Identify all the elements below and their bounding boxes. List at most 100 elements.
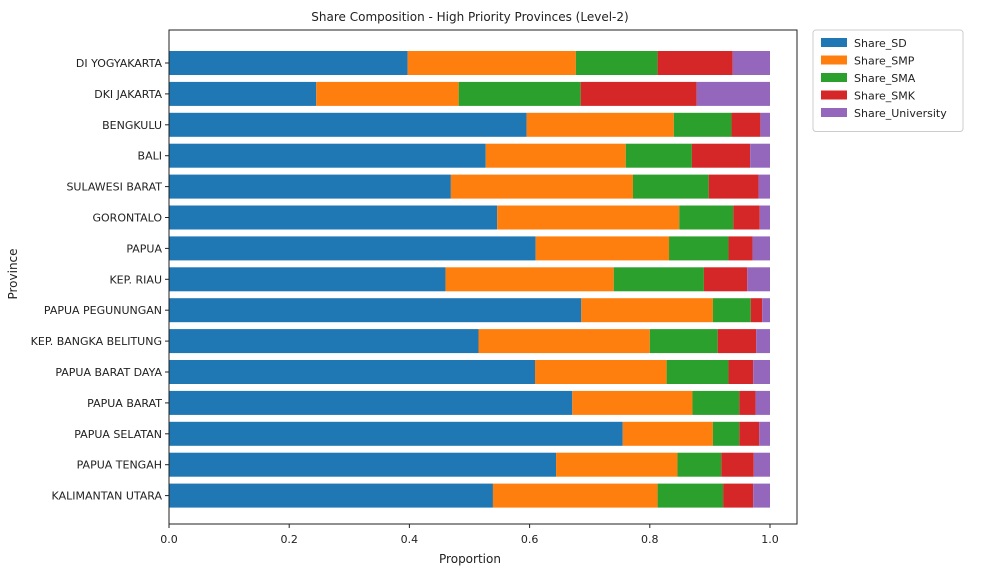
legend: Share_SD Share_SMP Share_SMA Share_SMK Share… bbox=[812, 29, 964, 132]
bar-kalimantan-utara-share-smk bbox=[723, 483, 754, 508]
legend-swatch-share-sma bbox=[821, 73, 847, 82]
bar-papua-pegunungan-share-smp bbox=[581, 298, 713, 323]
bar-di-yogyakarta-share-sd bbox=[169, 51, 408, 75]
bar-papua-barat-daya-share-smp bbox=[535, 360, 667, 384]
bar-kalimantan-utara-share-sma bbox=[657, 483, 724, 508]
x-tick-label: 0.4 bbox=[401, 533, 419, 546]
bar-papua-barat-share-university bbox=[755, 390, 770, 415]
bar-kep-bangka-belitung-share-sma bbox=[649, 329, 718, 354]
bar-papua-barat-daya-share-sd bbox=[169, 360, 536, 384]
y-axis-label: Province bbox=[6, 248, 20, 299]
bar-kep-riau-share-smk bbox=[703, 267, 748, 292]
bar-bengkulu-share-sma bbox=[673, 112, 732, 137]
bar-papua-tengah-share-sma bbox=[677, 452, 722, 477]
bar-papua-barat-share-sma bbox=[692, 390, 740, 415]
bar-papua-tengah-share-sd bbox=[169, 452, 557, 477]
bar-di-yogyakarta-share-university bbox=[732, 51, 770, 75]
bar-papua-barat-daya-share-sma bbox=[666, 360, 729, 384]
legend-label-share-smk: Share_SMK bbox=[854, 90, 916, 103]
bar-papua-pegunungan-share-sd bbox=[169, 298, 582, 323]
bar-papua-pegunungan-share-university bbox=[762, 298, 770, 323]
bar-kalimantan-utara-share-university bbox=[753, 483, 770, 508]
legend-label-share-university: Share_University bbox=[854, 107, 947, 120]
bar-bali-share-sd bbox=[169, 143, 486, 168]
y-tick-label: SULAWESI BARAT bbox=[66, 181, 162, 194]
bar-bali-share-university bbox=[750, 143, 770, 168]
bar-di-yogyakarta-share-smk bbox=[657, 51, 733, 75]
bar-bengkulu-share-smp bbox=[526, 112, 674, 137]
bar-kep-bangka-belitung-share-university bbox=[756, 329, 770, 354]
bar-papua-barat-daya-share-smk bbox=[728, 360, 754, 384]
y-tick-label: PAPUA TENGAH bbox=[77, 459, 162, 472]
bar-kep-bangka-belitung-share-smk bbox=[717, 329, 757, 354]
bar-gorontalo-share-sd bbox=[169, 205, 498, 230]
bar-kep-riau-share-sma bbox=[613, 267, 704, 292]
x-axis-ticks: 0.0 0.2 0.4 0.6 0.8 1.0 bbox=[160, 524, 779, 546]
y-tick-label: PAPUA bbox=[126, 242, 162, 255]
bar-papua-share-university bbox=[752, 236, 770, 261]
legend-swatch-share-smk bbox=[821, 90, 847, 100]
bar-dki-jakarta-share-smk bbox=[580, 81, 697, 106]
bar-sulawesi-barat-share-smk bbox=[708, 174, 759, 199]
bar-kalimantan-utara-share-sd bbox=[169, 483, 493, 508]
bar-dki-jakarta-share-smp bbox=[316, 81, 459, 106]
bar-papua-selatan-share-sd bbox=[169, 421, 623, 446]
legend-swatch-share-sd bbox=[821, 38, 847, 47]
bar-kep-riau-share-smp bbox=[445, 267, 614, 292]
bar-bali-share-smk bbox=[691, 143, 751, 168]
y-tick-label: DI YOGYAKARTA bbox=[76, 57, 163, 70]
bar-kep-riau-share-university bbox=[747, 267, 770, 292]
bar-bali-share-sma bbox=[625, 143, 692, 168]
x-axis-label: Proportion bbox=[439, 552, 501, 566]
y-tick-label: PAPUA BARAT DAYA bbox=[55, 366, 162, 379]
y-tick-label: BALI bbox=[138, 150, 162, 163]
legend-label-share-sd: Share_SD bbox=[854, 37, 907, 50]
legend-swatch-share-university bbox=[821, 108, 847, 117]
bar-bengkulu-share-sd bbox=[169, 112, 527, 137]
bar-gorontalo-share-smp bbox=[497, 205, 680, 230]
bar-papua-tengah-share-smp bbox=[556, 452, 678, 477]
bar-gorontalo-share-smk bbox=[733, 205, 760, 230]
y-tick-label: KEP. RIAU bbox=[109, 273, 162, 286]
bar-di-yogyakarta-share-sma bbox=[575, 51, 658, 75]
y-axis-ticks: DI YOGYAKARTA DKI JAKARTA BENGKULU BALI SULA… bbox=[31, 57, 169, 503]
y-tick-label: DKI JAKARTA bbox=[94, 88, 162, 101]
bar-bali-share-smp bbox=[485, 143, 626, 168]
bar-papua-barat-share-smk bbox=[739, 390, 756, 415]
legend-swatch-share-smp bbox=[821, 55, 847, 65]
bar-papua-pegunungan-share-sma bbox=[712, 298, 751, 323]
bar-di-yogyakarta-share-smp bbox=[407, 51, 576, 75]
x-tick-label: 0.8 bbox=[641, 533, 659, 546]
legend-label-share-sma: Share_SMA bbox=[854, 72, 916, 85]
bar-dki-jakarta-share-university bbox=[696, 81, 770, 106]
bar-papua-selatan-share-university bbox=[759, 421, 770, 446]
bars-layer bbox=[169, 51, 770, 508]
y-tick-label: PAPUA BARAT bbox=[87, 397, 162, 410]
y-tick-label: BENGKULU bbox=[102, 119, 162, 132]
bar-papua-tengah-share-university bbox=[753, 452, 770, 477]
bar-gorontalo-share-university bbox=[759, 205, 770, 230]
plot-area-frame bbox=[168, 29, 798, 525]
bar-bengkulu-share-university bbox=[760, 112, 770, 137]
y-tick-label: PAPUA SELATAN bbox=[74, 428, 162, 441]
bar-sulawesi-barat-share-sd bbox=[169, 174, 451, 199]
legend-label-share-smp: Share_SMP bbox=[854, 55, 915, 68]
y-tick-label: GORONTALO bbox=[93, 212, 163, 225]
bar-kep-bangka-belitung-share-sd bbox=[169, 329, 479, 354]
bar-papua-barat-share-sd bbox=[169, 390, 573, 415]
y-tick-label: KALIMANTAN UTARA bbox=[52, 490, 163, 503]
bar-kep-bangka-belitung-share-smp bbox=[478, 329, 650, 354]
bar-kalimantan-utara-share-smp bbox=[492, 483, 658, 508]
y-tick-label: KEP. BANGKA BELITUNG bbox=[31, 335, 162, 348]
chart-title: Share Composition - High Priority Provin… bbox=[311, 10, 628, 24]
bar-sulawesi-barat-share-smp bbox=[450, 174, 633, 199]
bar-papua-barat-daya-share-university bbox=[753, 360, 770, 384]
bar-dki-jakarta-share-sma bbox=[458, 81, 581, 106]
bar-dki-jakarta-share-sd bbox=[169, 81, 317, 106]
legend-box bbox=[812, 29, 964, 132]
bar-papua-selatan-share-sma bbox=[712, 421, 740, 446]
x-tick-label: 0.2 bbox=[280, 533, 298, 546]
bar-sulawesi-barat-share-sma bbox=[632, 174, 709, 199]
